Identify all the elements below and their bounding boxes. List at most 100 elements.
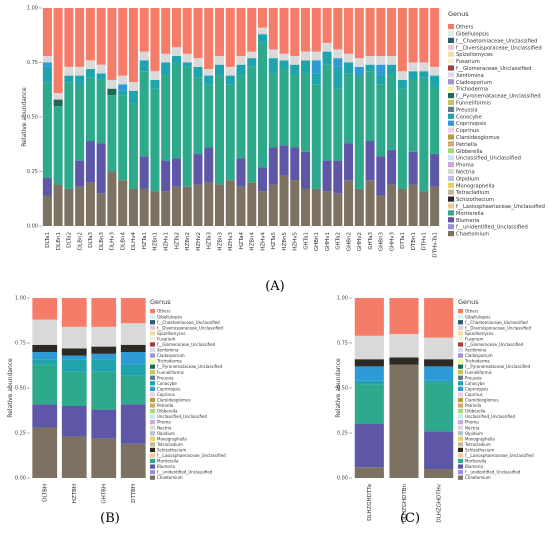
bar-segment: [354, 66, 364, 76]
legend-label: Blumeria: [456, 218, 479, 224]
bar-segment: [333, 160, 343, 194]
legend-swatch: [458, 320, 463, 325]
legend-swatch: [458, 397, 463, 403]
bar-segment: [107, 88, 117, 96]
bar-segment: [290, 8, 300, 56]
x-tick-label: DLTa3: [88, 232, 94, 248]
bar-segment: [333, 88, 343, 161]
bar-segment: [171, 47, 181, 56]
bar-segment: [365, 8, 375, 56]
bar-segment: [257, 167, 268, 192]
legend-label: Xenfomina: [465, 348, 487, 353]
bar-segment: [107, 79, 117, 89]
legend-swatch: [448, 51, 454, 57]
legend-label: Gibberella: [157, 409, 178, 414]
bar-segment: [128, 8, 138, 83]
bar-segment: [118, 8, 128, 76]
bar-segment: [225, 180, 235, 226]
x-tick-label: GHTa3: [368, 232, 374, 250]
y-tick-label: 0.00: [337, 476, 348, 482]
bar-segment: [419, 62, 429, 72]
legend-label: Funneliformis: [456, 101, 491, 107]
legend-label: Gibberella: [465, 409, 486, 414]
legend-swatch: [448, 113, 454, 119]
bar-segment: [96, 143, 106, 194]
bar-segment: [257, 42, 268, 168]
bar-segment: [182, 62, 192, 67]
legend-swatch: [150, 458, 155, 464]
legend-swatch: [150, 464, 155, 469]
bar-segment: [118, 75, 128, 85]
bar-segment: [236, 8, 246, 56]
legend-swatch: [458, 375, 463, 380]
legend-swatch: [458, 475, 463, 480]
legend-label: Gibberella: [456, 149, 483, 155]
bar-segment: [333, 66, 343, 89]
legend-label: f__Diversisporaceae_Unclassified: [157, 325, 223, 330]
bar-segment: [408, 71, 418, 80]
bar-segment: [247, 66, 257, 183]
bar-segment: [75, 186, 85, 226]
legend-label: Trichoderma: [464, 359, 490, 364]
y-axis-label: Relative abundance: [335, 358, 342, 418]
bar-segment: [430, 86, 440, 155]
legend-label: Nectria: [465, 425, 480, 430]
bar-segment: [236, 75, 246, 159]
bar-segment: [64, 8, 74, 67]
legend-label: Funneliformis: [157, 370, 184, 375]
legend-label: Trichoderma: [455, 87, 488, 93]
legend-swatch: [458, 358, 463, 364]
bar-segment: [107, 8, 117, 80]
x-tick-label: DTHv1: [422, 232, 428, 251]
legend-swatch: [458, 342, 463, 347]
legend-label: f__unidentified_Unclassified: [456, 225, 528, 231]
legend-swatch: [448, 65, 454, 71]
bar-segment: [75, 86, 85, 161]
bar-segment: [107, 95, 117, 172]
bar-segment: [120, 344, 146, 352]
bar-segment: [389, 364, 419, 478]
bar-segment: [91, 371, 117, 410]
x-tick-label: GHHv2: [357, 232, 363, 251]
bar-segment: [354, 424, 384, 468]
bar-segment: [161, 191, 171, 226]
legend-label: Unclassified_Unclassified: [157, 414, 208, 419]
legend-label: Coprinus: [465, 392, 483, 397]
legend-label: Conocybe: [157, 381, 177, 386]
legend-label: f__Diversisporaceae_Unclassified: [465, 325, 531, 330]
legend-label: Gibellulopsis: [157, 314, 182, 319]
bar-segment: [120, 352, 146, 365]
bar-segment: [204, 69, 214, 76]
bar-segment: [120, 443, 146, 478]
legend-label: Unclassified_Unclassified: [465, 414, 516, 419]
panel-label-b: (B): [100, 511, 120, 526]
legend-label: Cladosporium: [456, 80, 492, 86]
legend-label: Coprinopsis: [157, 386, 180, 391]
legend-label: Conocybe: [465, 381, 485, 386]
bar-segment: [204, 84, 214, 148]
bar-segment: [118, 95, 128, 181]
legend-swatch: [150, 403, 155, 408]
bar-segment: [354, 75, 364, 189]
legend-label: Preussia: [465, 375, 482, 380]
bar-segment: [257, 27, 268, 35]
legend-label: f__unidentified_Unclassified: [157, 470, 213, 475]
bar-segment: [322, 8, 332, 43]
y-tick-label: 0.25: [27, 169, 38, 175]
legend-label: f__unidentified_Unclassified: [465, 470, 521, 475]
x-tick-label: GHHv1: [325, 232, 331, 251]
legend-label: f__Lasiosphaeriaceae_Unclassified: [157, 453, 226, 458]
bar-segment: [120, 364, 146, 376]
bar-segment: [193, 184, 203, 226]
legend-swatch: [448, 148, 454, 154]
bar-segment: [139, 60, 149, 72]
legend-swatch: [458, 325, 463, 330]
x-tick-label: DLBn1: [56, 232, 62, 250]
bar-segment: [376, 84, 386, 157]
bar-segment: [389, 334, 419, 358]
bar-segment: [279, 69, 289, 146]
bar-segment: [32, 359, 58, 365]
bar-segment: [268, 58, 278, 74]
bar-segment: [311, 188, 321, 226]
bar-segment: [61, 436, 87, 478]
